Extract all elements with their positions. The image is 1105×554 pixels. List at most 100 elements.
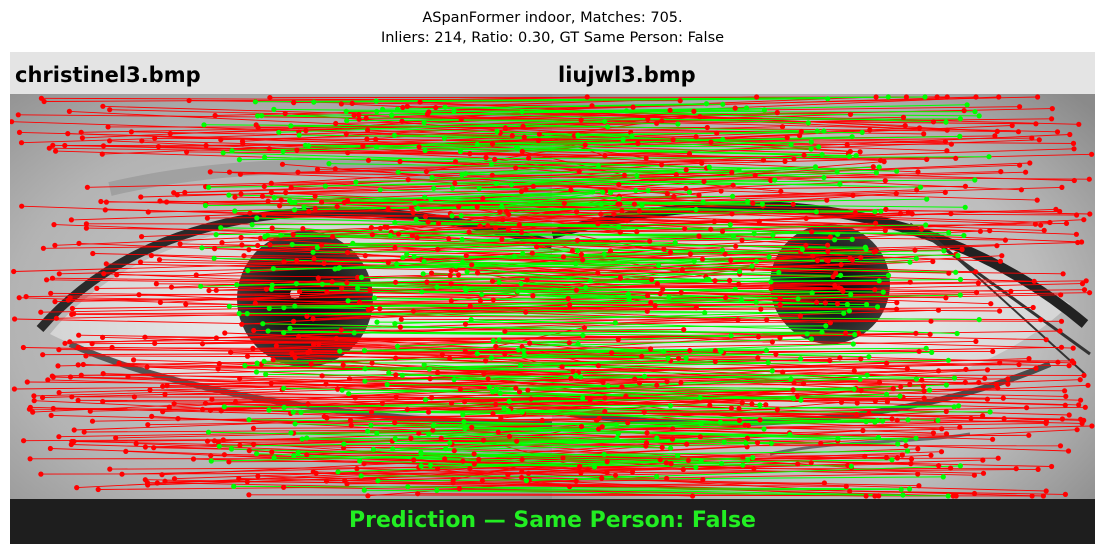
inlier-match-line [416,218,838,235]
outlier-keypoint [155,144,162,150]
outlier-keypoint [1029,493,1035,499]
inlier-keypoint [350,240,356,246]
inlier-keypoint [951,404,957,410]
outlier-keypoint [882,227,888,233]
outlier-match-line [78,334,570,344]
outlier-keypoint [457,386,463,392]
outlier-keypoint [94,285,100,291]
outlier-keypoint [102,207,108,213]
outlier-keypoint [980,457,986,463]
inlier-keypoint [718,348,724,355]
outlier-keypoint [349,100,355,106]
inlier-keypoint [299,436,305,442]
outlier-keypoint [204,215,210,221]
outlier-keypoint [83,221,89,227]
outlier-keypoint [722,251,728,257]
outlier-match-line [85,355,679,359]
outlier-keypoint [971,490,978,497]
outlier-match-line [525,307,697,313]
outlier-keypoint [568,375,574,381]
outlier-keypoint [930,258,936,265]
inlier-match-line [365,358,801,370]
outlier-keypoint [84,184,90,190]
outlier-keypoint [876,379,883,386]
outlier-keypoint [936,368,942,374]
inlier-match-line [313,98,828,103]
outlier-keypoint [953,155,959,161]
outlier-keypoint [411,457,417,463]
inlier-keypoint [418,463,424,469]
outlier-keypoint [452,159,459,165]
outlier-keypoint [687,251,694,257]
outlier-keypoint [636,380,643,386]
outlier-keypoint [1033,365,1039,371]
outlier-keypoint [509,133,515,139]
outlier-keypoint [782,158,788,164]
outlier-keypoint [930,430,937,436]
outlier-keypoint [446,236,452,242]
inlier-match-line [278,120,605,133]
outlier-keypoint [479,478,485,484]
outlier-keypoint [369,305,375,311]
outlier-keypoint [334,204,340,210]
outlier-match-line [332,236,1001,262]
outlier-keypoint [524,277,530,283]
outlier-keypoint [757,417,763,423]
outlier-keypoint [998,169,1004,175]
inlier-match-line [376,134,578,148]
outlier-keypoint [838,399,845,405]
outlier-keypoint [676,355,682,361]
outlier-keypoint [661,246,667,252]
outlier-keypoint [625,420,631,426]
outlier-keypoint [763,402,769,408]
figure-title-line-1: ASpanFormer indoor, Matches: 705. [422,10,683,26]
inlier-keypoint [913,255,919,262]
inlier-keypoint [575,132,581,138]
inlier-keypoint [362,366,368,372]
outlier-keypoint [808,460,814,466]
outlier-keypoint [1062,388,1068,394]
inlier-match-line [364,489,949,497]
inlier-match-line [289,325,826,329]
outlier-keypoint [514,438,520,444]
outlier-keypoint [76,332,82,338]
outlier-keypoint [289,351,295,357]
inlier-keypoint [205,429,212,435]
outlier-keypoint [534,244,540,250]
inlier-keypoint [391,132,398,138]
outlier-keypoint [647,238,653,244]
outlier-keypoint [764,317,770,323]
outlier-match-line [297,148,1075,173]
outlier-keypoint [755,334,762,340]
inlier-keypoint [788,376,794,382]
outlier-match-line [492,389,794,415]
inlier-keypoint [866,354,872,360]
outlier-keypoint [752,172,758,178]
outlier-keypoint [212,112,218,119]
outlier-keypoint [898,384,904,390]
inlier-keypoint [601,251,608,257]
outlier-keypoint [207,407,213,413]
inlier-keypoint [434,487,440,493]
inlier-match-line [267,234,867,250]
outlier-keypoint [942,189,948,195]
inlier-match-line [223,152,710,168]
outlier-keypoint [943,295,949,301]
outlier-keypoint [281,259,287,265]
inlier-keypoint [296,132,302,138]
outlier-keypoint [714,130,720,136]
outlier-match-line [464,401,898,421]
inlier-keypoint [770,232,776,238]
inlier-keypoint [236,310,242,317]
outlier-keypoint [144,480,150,486]
outlier-keypoint [31,393,37,399]
outlier-keypoint [990,348,996,354]
outlier-keypoint [773,351,779,357]
outlier-keypoint [1062,491,1068,497]
outlier-keypoint [678,380,684,386]
outlier-keypoint [700,477,706,483]
outlier-keypoint [330,234,336,240]
outlier-keypoint [1066,412,1072,418]
inlier-match-line [451,205,642,217]
outlier-match-line [131,131,712,143]
